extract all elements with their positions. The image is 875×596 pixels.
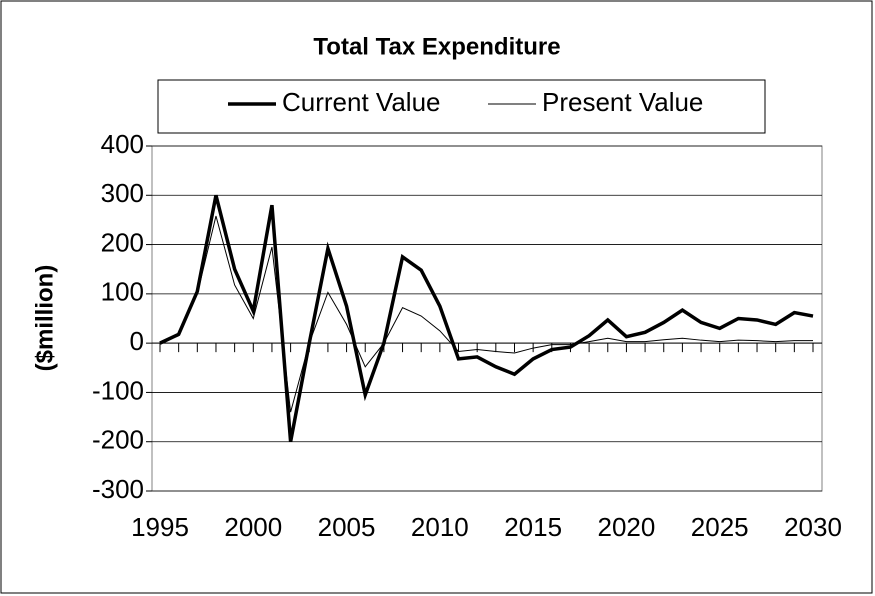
y-tick-label: -300 — [92, 474, 144, 504]
y-axis-label: ($million) — [31, 265, 58, 372]
plot-area — [151, 145, 823, 492]
x-tick-label: 2030 — [784, 512, 842, 542]
line-series — [159, 215, 813, 413]
x-tick-label: 2005 — [318, 512, 376, 542]
y-tick-label: -200 — [92, 425, 144, 455]
x-tick-label: 1995 — [131, 512, 189, 542]
y-tick-label: -100 — [92, 375, 144, 405]
y-tick-label: 400 — [101, 129, 144, 159]
x-tick-label: 2010 — [411, 512, 469, 542]
x-tick-label: 2025 — [691, 512, 749, 542]
x-tick-label: 2020 — [598, 512, 656, 542]
x-tick-label: 2000 — [224, 512, 282, 542]
legend-label: Present Value — [542, 87, 703, 117]
y-tick-label: 0 — [130, 326, 144, 356]
line-series — [159, 194, 814, 443]
x-tick-label: 2015 — [504, 512, 562, 542]
legend-box — [157, 79, 766, 134]
chart-title: Total Tax Expenditure — [313, 33, 560, 60]
legend-label: Current Value — [282, 87, 441, 117]
y-tick-label: 100 — [101, 277, 144, 307]
y-tick-label: 300 — [101, 178, 144, 208]
y-tick-label: 200 — [101, 227, 144, 257]
